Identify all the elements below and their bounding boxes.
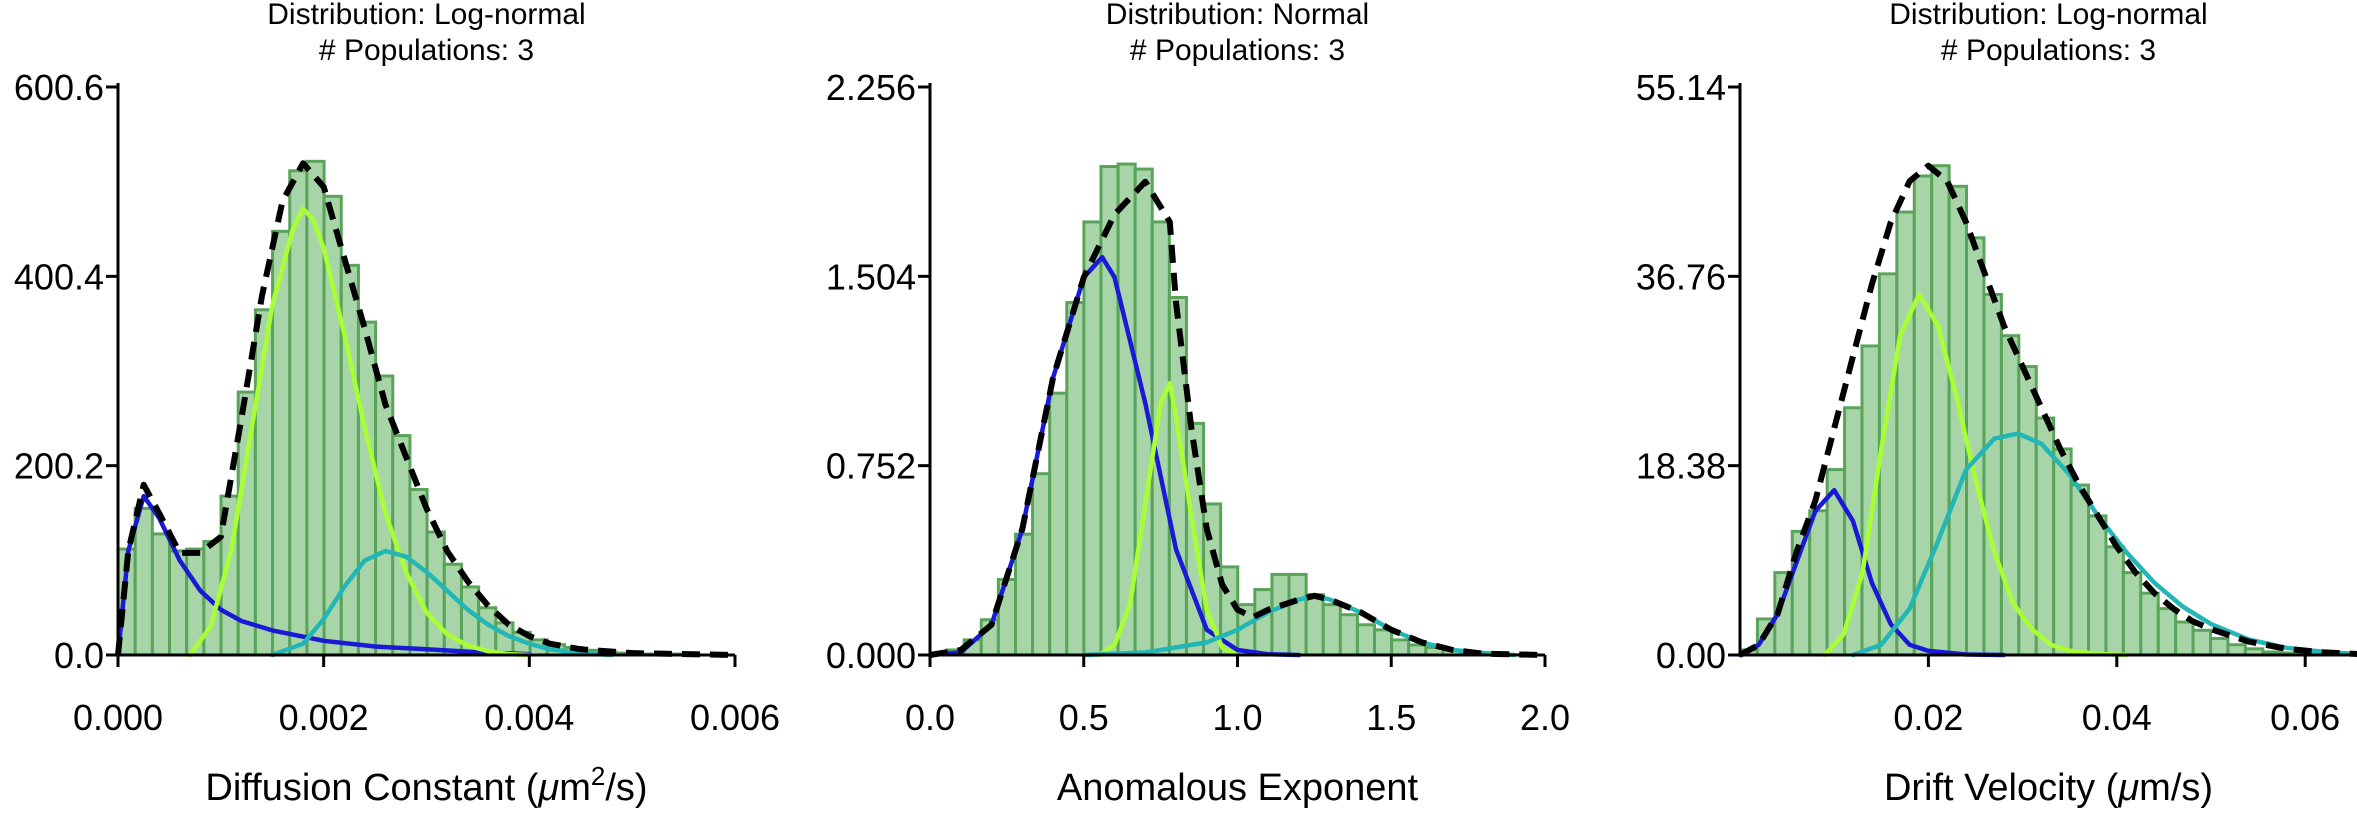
chart-title-line-2: # Populations: 3 — [1130, 34, 1345, 67]
histogram-bar — [1895, 210, 1916, 657]
histogram-bar — [288, 169, 309, 657]
total-fit-curve — [1738, 162, 2357, 658]
histogram-bar — [2156, 607, 2178, 657]
x-axis-label-part: m — [559, 767, 591, 809]
histogram-bar — [150, 532, 172, 657]
histogram-bar — [1877, 272, 1899, 657]
histogram-bar — [1287, 572, 1308, 657]
histogram-bar — [1048, 391, 1069, 657]
histogram-bar — [1099, 165, 1120, 657]
histogram-bar — [1808, 509, 1829, 657]
y-tick-label: 200.2 — [14, 446, 104, 487]
y-tick-label: 55.14 — [1636, 67, 1726, 108]
total-fit-curve — [115, 160, 736, 658]
y-tick-label: 0.000 — [826, 635, 916, 676]
histogram-bar — [1321, 603, 1342, 657]
chart-panel-2: Distribution: Normal# Populations: 30.00… — [826, 0, 1570, 809]
x-axis-label-part: 2 — [591, 761, 605, 791]
chart-panel-1: Distribution: Log-normal# Populations: 3… — [14, 0, 780, 809]
histogram-bar — [1373, 628, 1394, 657]
histogram-bar — [2139, 591, 2160, 657]
total-fit-curve — [929, 178, 1546, 658]
histogram-bar — [2121, 571, 2143, 657]
population-fit-curve-2 — [1822, 292, 2129, 658]
x-tick-label: 0.000 — [73, 697, 163, 738]
population-fit-curve-2 — [187, 206, 532, 658]
histogram-bar — [2104, 545, 2125, 657]
y-tick-label: 1.504 — [826, 256, 916, 297]
y-tick-label: 2.256 — [826, 67, 916, 108]
x-tick-label: 1.5 — [1366, 697, 1416, 738]
x-tick-label: 2.0 — [1520, 697, 1570, 738]
histogram-bar — [2209, 637, 2230, 657]
histogram-bar — [1407, 643, 1428, 657]
histogram-bar — [133, 506, 154, 657]
histogram-bar — [1133, 167, 1154, 657]
histogram-bar — [1860, 344, 1881, 657]
histogram-bar — [1930, 164, 1951, 657]
population-fit-curve-2 — [1096, 380, 1240, 658]
x-tick-label: 0.5 — [1059, 697, 1109, 738]
x-axis-label-part: /s) — [605, 767, 647, 809]
histogram-bar — [1390, 638, 1411, 657]
chart-title-line-1: Distribution: Log-normal — [267, 0, 585, 31]
x-tick-label: 0.06 — [2270, 697, 2340, 738]
chart-title-line-2: # Populations: 3 — [1941, 34, 2156, 67]
histogram-bar — [1031, 472, 1052, 657]
x-tick-label: 0.04 — [2082, 697, 2152, 738]
x-tick-label: 0.006 — [690, 697, 780, 738]
histogram-bar — [2087, 514, 2108, 657]
y-tick-label: 18.38 — [1636, 446, 1726, 487]
x-tick-label: 0.02 — [1893, 697, 1963, 738]
y-tick-label: 36.76 — [1636, 256, 1726, 297]
histogram-bars — [116, 159, 687, 657]
histogram-bar — [425, 530, 446, 657]
y-tick-label: 600.6 — [14, 67, 104, 108]
x-axis-label: Diffusion Constant (μm2/s) — [205, 761, 647, 809]
histogram-bar — [1304, 593, 1325, 657]
histogram-bar — [1253, 588, 1274, 657]
x-axis-label-part: Diffusion Constant ( — [205, 767, 538, 809]
histogram-bar — [2226, 643, 2247, 657]
chart-title-line-1: Distribution: Normal — [1106, 0, 1369, 31]
x-axis-label: Drift Velocity (μm/s) — [1884, 767, 2213, 809]
histogram-bar — [2069, 483, 2091, 657]
histogram-bar — [2052, 447, 2073, 657]
histogram-bar — [1065, 301, 1086, 657]
chart-title-line-1: Distribution: Log-normal — [1889, 0, 2207, 31]
histogram-bar — [305, 159, 326, 657]
population-fit-curve-1 — [115, 493, 532, 658]
histogram-bar — [1355, 623, 1377, 657]
x-tick-label: 0.0 — [905, 697, 955, 738]
y-tick-label: 0.752 — [826, 446, 916, 487]
histogram-bar — [1082, 220, 1103, 657]
x-tick-label: 0.002 — [279, 697, 369, 738]
chart-panel-3: Distribution: Log-normal# Populations: 3… — [1636, 0, 2357, 809]
y-tick-label: 0.0 — [54, 635, 104, 676]
histogram-bar — [1013, 532, 1035, 657]
x-axis-label: Anomalous Exponent — [1057, 767, 1419, 809]
population-fit-curve-3 — [270, 548, 614, 658]
histogram-bar — [1338, 613, 1359, 657]
histogram-bar — [1982, 292, 2003, 657]
x-axis-label-part: μ — [2117, 767, 2139, 809]
histogram-bar — [2174, 620, 2195, 657]
x-axis-label-part: Drift Velocity ( — [1884, 767, 2119, 809]
histogram-bars — [928, 162, 1530, 657]
histogram-bars — [1738, 164, 2352, 657]
histogram-bar — [1912, 174, 1934, 657]
histogram-bar — [1270, 572, 1291, 657]
x-axis-label-part: Anomalous Exponent — [1057, 767, 1419, 809]
x-axis-label-part: μ — [537, 767, 559, 809]
histogram-bar — [2191, 628, 2213, 657]
x-tick-label: 1.0 — [1212, 697, 1262, 738]
x-tick-label: 0.004 — [484, 697, 574, 738]
y-tick-label: 0.00 — [1656, 635, 1726, 676]
x-axis-label-part: m/s) — [2139, 767, 2213, 809]
histogram-bar — [356, 320, 378, 657]
chart-title-line-2: # Populations: 3 — [319, 34, 534, 67]
y-tick-label: 400.4 — [14, 256, 104, 297]
